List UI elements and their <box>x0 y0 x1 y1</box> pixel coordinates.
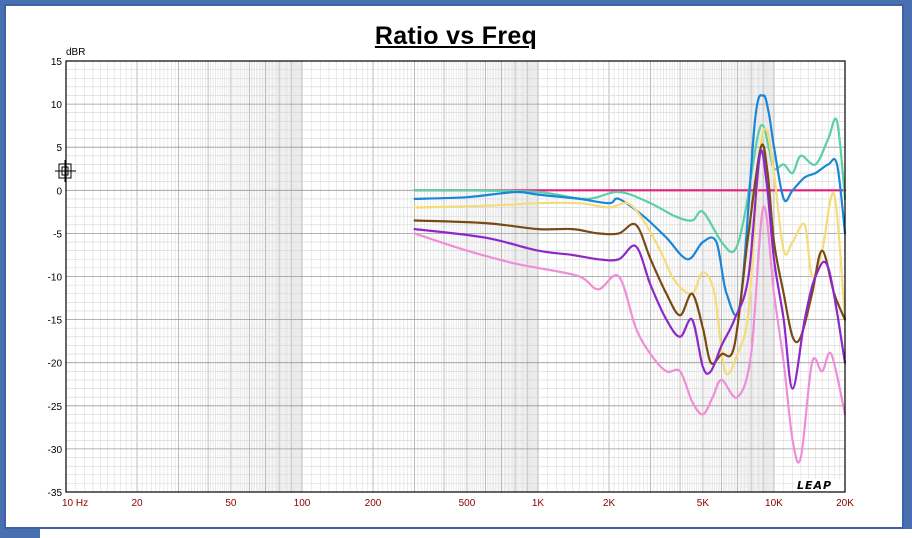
x-tick-label: 2K <box>603 498 616 509</box>
x-tick-label: 1K <box>532 498 545 509</box>
x-tick-label: 50 <box>225 498 237 509</box>
series-lines <box>413 94 847 464</box>
x-tick-label: 10K <box>765 498 783 509</box>
y-tick-label: -35 <box>48 488 63 499</box>
series-line-2 <box>413 117 847 254</box>
series-line-6 <box>413 149 847 390</box>
series-line-5 <box>413 143 847 365</box>
series-line-3 <box>413 94 847 317</box>
plot-border <box>65 60 846 493</box>
y-tick-label: -5 <box>53 229 62 240</box>
y-tick-label: -15 <box>48 316 63 327</box>
y-tick-label: 10 <box>51 100 63 111</box>
bottom-strip <box>40 529 912 538</box>
x-tick-label: 200 <box>365 498 382 509</box>
y-tick-label: -20 <box>48 359 63 370</box>
svg-text:LEAP: LEAP <box>797 479 832 492</box>
x-tick-label: 20 <box>131 498 143 509</box>
crosshair-cursor-icon[interactable] <box>55 160 76 182</box>
y-axis-label: dBR <box>66 47 85 58</box>
y-tick-label: 15 <box>51 57 63 68</box>
y-tick-label: -25 <box>48 402 63 413</box>
leap-logo: LEAP <box>795 479 843 492</box>
x-tick-label: 100 <box>294 498 311 509</box>
y-tick-labels: 15 10 5 0 -5 -10 -15 -20 -25 -30 -35 <box>48 57 63 499</box>
x-tick-label: 10 Hz <box>62 498 88 509</box>
x-tick-labels: 10 Hz 20 50 100 200 500 1K 2K 5K 10K 20K <box>62 498 854 509</box>
x-tick-label: 5K <box>697 498 710 509</box>
y-tick-label: 5 <box>56 143 62 154</box>
grid <box>66 61 845 492</box>
x-tick-label: 500 <box>459 498 476 509</box>
series-line-4 <box>413 127 847 376</box>
x-tick-label: 20K <box>836 498 854 509</box>
y-tick-label: -30 <box>48 445 63 456</box>
y-tick-label: -10 <box>48 273 63 284</box>
y-tick-label: 0 <box>56 186 62 197</box>
chart-title: Ratio vs Freq <box>374 22 538 50</box>
series-line-7 <box>413 205 847 464</box>
